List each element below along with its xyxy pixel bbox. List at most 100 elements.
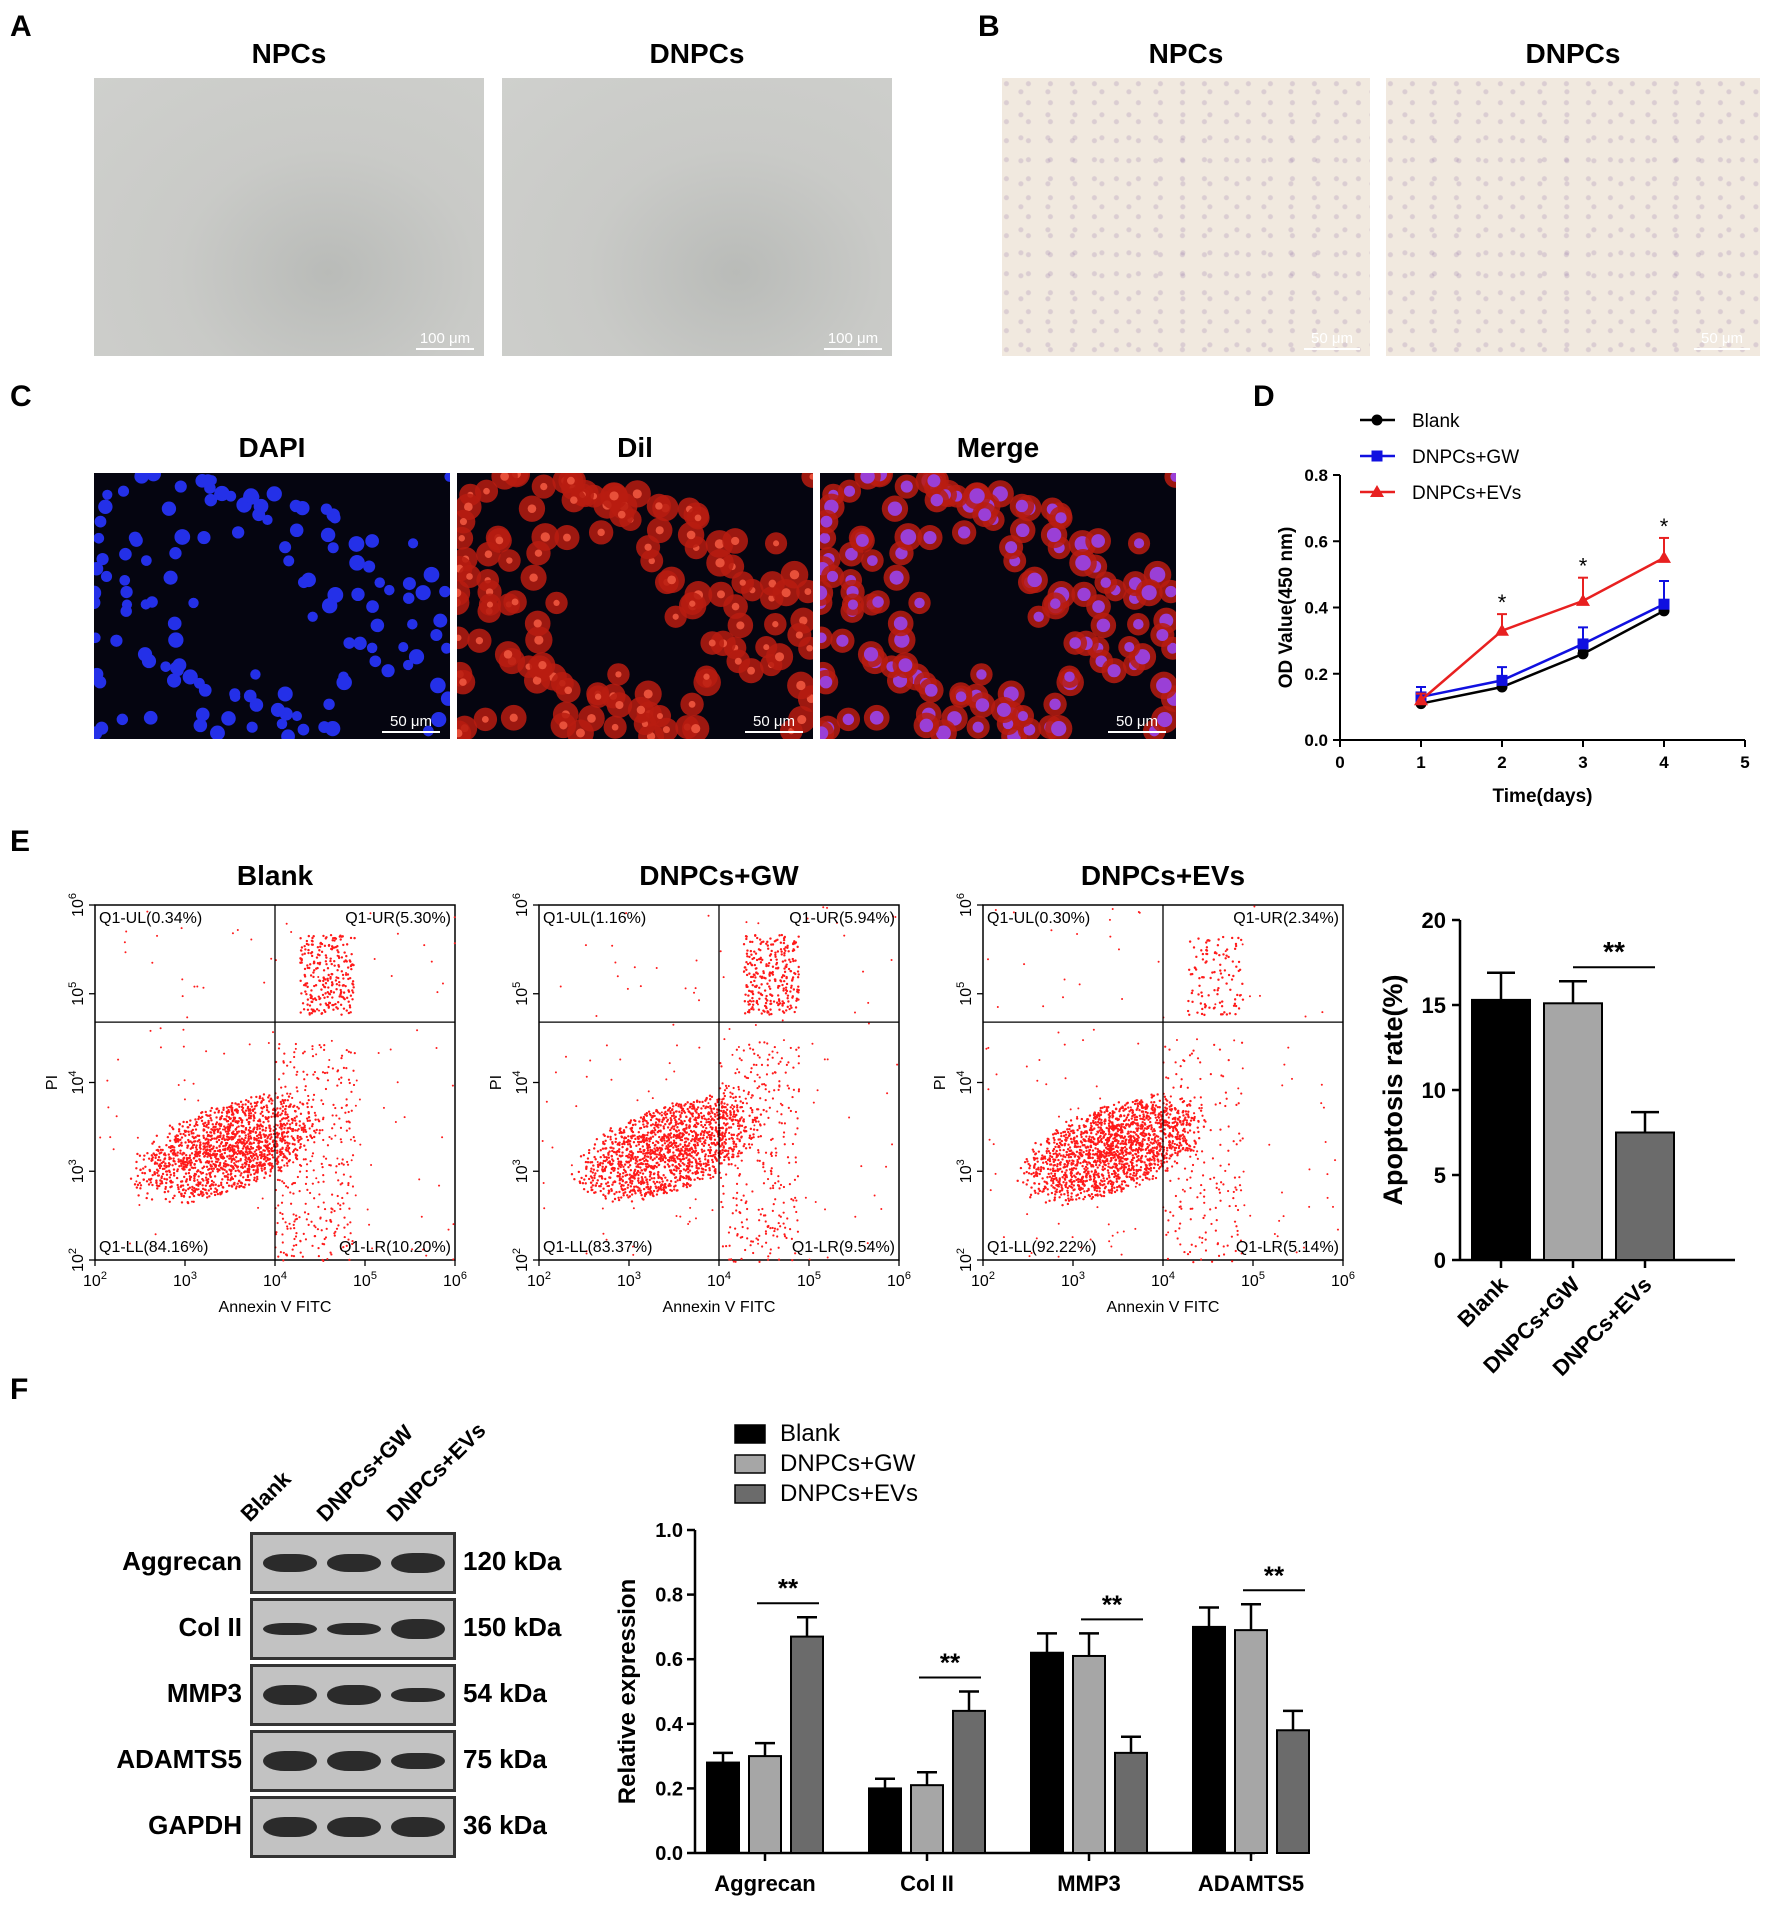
event-dot — [311, 1244, 314, 1247]
event-dot — [629, 1189, 633, 1192]
event-dot — [340, 1076, 343, 1079]
event-dot — [207, 1138, 210, 1141]
event-dot — [269, 1098, 272, 1101]
event-dot — [168, 1124, 172, 1127]
event-dot — [312, 1098, 315, 1101]
event-dot — [352, 1136, 355, 1139]
event-dot — [339, 1138, 342, 1141]
event-dot — [269, 1129, 272, 1133]
event-dot — [349, 994, 353, 997]
event-dot — [305, 1218, 308, 1221]
event-dot — [241, 1108, 244, 1112]
event-dot — [729, 1126, 733, 1129]
fluorescence-merge: 50 μm — [820, 473, 1176, 739]
nucleus — [407, 538, 419, 549]
event-dot — [701, 1130, 704, 1133]
event-dot — [686, 1101, 689, 1104]
event-dot — [342, 1007, 346, 1010]
event-dot — [276, 1096, 279, 1099]
event-dot — [291, 1248, 294, 1251]
event-dot — [769, 1002, 772, 1006]
event-dot — [187, 1171, 191, 1175]
event-dot — [782, 1222, 785, 1225]
event-dot — [315, 1177, 318, 1180]
event-dot — [657, 1123, 660, 1126]
event-dot — [339, 1207, 342, 1211]
legend-marker — [1371, 414, 1383, 426]
event-dot — [180, 1184, 183, 1187]
event-dot — [587, 1177, 591, 1181]
event-dot — [633, 1169, 636, 1173]
nucleus — [145, 473, 162, 482]
event-dot — [349, 1138, 352, 1141]
nucleus — [847, 599, 859, 610]
cell-body — [457, 626, 470, 650]
event-dot — [746, 1076, 750, 1080]
event-dot — [294, 1129, 297, 1132]
event-dot — [342, 1202, 345, 1205]
event-dot — [689, 1178, 692, 1181]
event-dot — [220, 1111, 224, 1114]
event-dot — [422, 1248, 425, 1251]
event-dot — [161, 1167, 165, 1171]
event-dot — [225, 1190, 228, 1194]
event-dot — [266, 1137, 269, 1140]
event-dot — [628, 1164, 632, 1167]
event-dot — [156, 1158, 160, 1162]
event-dot — [766, 982, 769, 985]
event-dot — [247, 1114, 251, 1117]
event-dot — [653, 1114, 656, 1118]
event-dot — [681, 1157, 685, 1161]
event-dot — [636, 1169, 640, 1173]
event-dot — [770, 1012, 773, 1016]
event-dot — [238, 1152, 242, 1155]
nucleus — [225, 490, 237, 502]
event-dot — [218, 1168, 221, 1172]
event-dot — [247, 1112, 251, 1115]
event-dot — [651, 1158, 654, 1162]
event-dot — [776, 938, 779, 941]
event-dot — [758, 1085, 761, 1088]
event-dot — [187, 1133, 191, 1136]
event-dot — [716, 1114, 719, 1117]
event-dot — [761, 958, 764, 962]
event-dot — [657, 1174, 660, 1178]
nucleus — [366, 642, 378, 654]
event-dot — [785, 982, 789, 986]
event-dot — [159, 1179, 162, 1182]
event-dot — [593, 1176, 596, 1180]
event-dot — [164, 1185, 168, 1189]
nucleus — [231, 526, 245, 539]
event-dot — [636, 1140, 640, 1144]
series-line — [1420, 609, 1665, 705]
event-dot — [288, 1123, 292, 1126]
event-dot — [314, 998, 318, 1002]
event-dot — [270, 1149, 274, 1153]
event-dot — [758, 1076, 761, 1079]
event-dot — [671, 1164, 674, 1167]
nucleus — [431, 711, 447, 728]
event-dot — [784, 986, 788, 989]
event-dot — [751, 975, 755, 979]
event-dot — [292, 1223, 295, 1226]
nucleus — [900, 529, 917, 545]
event-dot — [636, 1135, 639, 1139]
event-dot — [337, 976, 340, 980]
cell-core — [486, 601, 494, 608]
event-dot — [735, 1197, 738, 1200]
event-dot — [751, 1111, 754, 1114]
event-dot — [204, 1151, 208, 1154]
event-dot — [743, 1142, 746, 1146]
x-tick-label: 3 — [1578, 753, 1587, 772]
event-dot — [226, 1155, 229, 1158]
event-dot — [783, 970, 787, 974]
event-dot — [222, 1106, 225, 1110]
event-dot — [172, 1127, 175, 1131]
event-dot — [316, 1228, 320, 1231]
event-dot — [246, 1152, 249, 1156]
event-dot — [314, 1131, 317, 1134]
event-dot — [204, 1184, 208, 1187]
event-dot — [586, 1161, 590, 1164]
event-dot — [311, 1048, 314, 1051]
event-dot — [306, 1003, 309, 1006]
